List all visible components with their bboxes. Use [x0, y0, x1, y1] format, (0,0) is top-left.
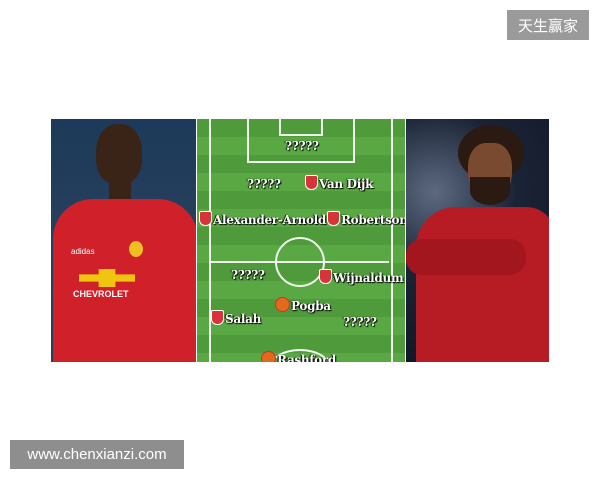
club-crest — [129, 241, 143, 257]
head — [96, 124, 142, 184]
player-slot: Van Dijk — [305, 175, 373, 191]
player-name: Van Dijk — [319, 177, 374, 191]
composite-image: CHEVROLET adidas ????? ????? Van Dijk Al… — [51, 119, 549, 362]
formation-pitch: ????? ????? Van Dijk Alexander-Arnold Ro… — [197, 119, 405, 362]
player-name: Alexander-Arnold — [213, 213, 326, 227]
player-slot: Robertson — [327, 211, 405, 227]
player-name: ????? — [247, 177, 281, 191]
player-slot: ????? — [231, 268, 265, 282]
six-yard-box — [279, 119, 323, 136]
player-name: ????? — [285, 139, 319, 153]
neck — [109, 181, 131, 201]
player-name: Rashford — [277, 353, 336, 362]
liverpool-badge-icon — [211, 310, 224, 325]
player-slot: Salah — [211, 310, 261, 326]
touchlines — [209, 119, 393, 362]
kit-brand: adidas — [71, 247, 95, 256]
player-slot: Wijnaldum — [319, 269, 404, 285]
man-utd-badge-icon — [261, 351, 276, 362]
player-slot: Pogba — [275, 297, 331, 313]
man-utd-badge-icon — [275, 297, 290, 312]
player-name: Salah — [225, 312, 262, 326]
player-slot: Rashford — [261, 351, 336, 362]
pogba-photo: CHEVROLET adidas — [51, 119, 196, 362]
folded-arms — [406, 239, 526, 275]
center-circle — [275, 237, 325, 287]
watermark-url: www.chenxianzi.com — [10, 440, 184, 469]
liverpool-badge-icon — [327, 211, 340, 226]
salah-photo — [406, 119, 549, 362]
player-name: Robertson — [341, 213, 405, 227]
player-name: ????? — [343, 315, 377, 329]
penalty-box — [247, 119, 355, 163]
beard — [470, 177, 510, 205]
player-name: Wijnaldum — [333, 271, 404, 285]
sponsor-text: CHEVROLET — [73, 289, 129, 299]
liverpool-badge-icon — [319, 269, 332, 284]
player-slot: ????? — [343, 315, 377, 329]
player-slot: Alexander-Arnold — [199, 211, 326, 227]
liverpool-badge-icon — [199, 211, 212, 226]
player-slot: ????? — [247, 177, 281, 191]
player-name: Pogba — [291, 299, 331, 313]
player-name: ????? — [231, 268, 265, 282]
watermark-top: 天生赢家 — [507, 10, 589, 40]
red-shirt — [416, 207, 549, 362]
liverpool-badge-icon — [305, 175, 318, 190]
player-slot: ????? — [285, 139, 319, 153]
